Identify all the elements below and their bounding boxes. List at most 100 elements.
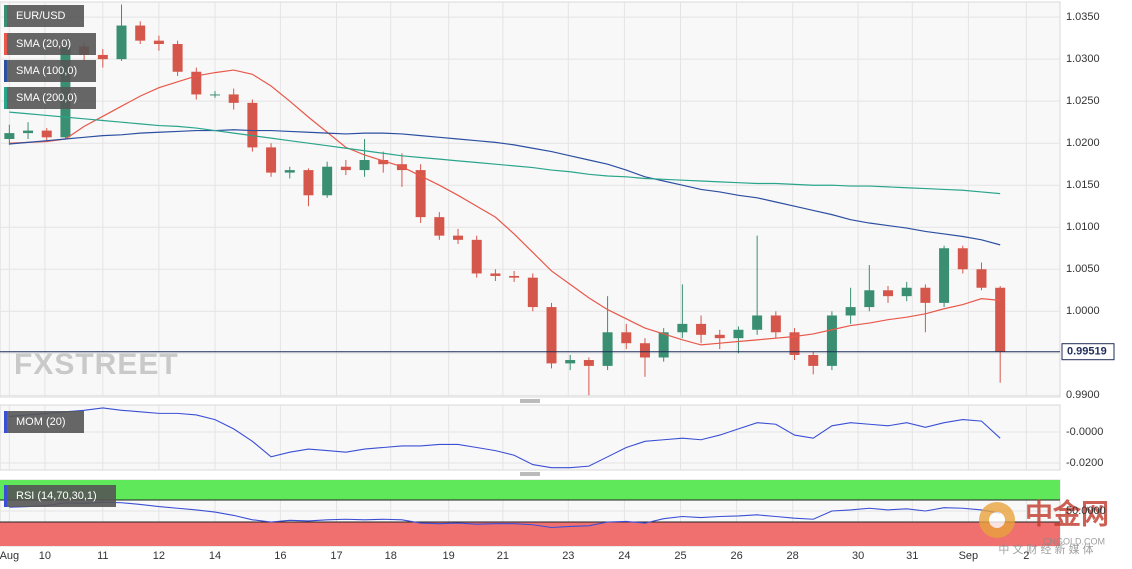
candle-body — [453, 235, 464, 240]
candle-body — [546, 307, 557, 364]
candle-body — [23, 130, 34, 134]
x-tick-label: 2 — [1023, 550, 1029, 562]
watermark: FXSTREET — [14, 348, 179, 381]
x-tick-label: Sep — [959, 550, 979, 562]
candle-body — [658, 332, 669, 358]
candle-body — [153, 40, 164, 45]
candle-body — [4, 133, 15, 139]
y-tick-label: 50.0000 — [1066, 505, 1106, 517]
legend-swatch — [4, 33, 7, 55]
legend-swatch — [4, 87, 7, 109]
y-tick-label: 1.0300 — [1066, 53, 1100, 65]
legend-label: SMA (100,0) — [16, 65, 77, 77]
candle-body — [266, 147, 277, 173]
candle-body — [995, 287, 1006, 352]
candle-body — [714, 334, 725, 339]
sma-line — [9, 69, 1001, 346]
y-tick-label: 1.0200 — [1066, 137, 1100, 149]
candle-body — [509, 275, 520, 278]
x-tick-label: 26 — [730, 550, 742, 562]
legend-label: SMA (200,0) — [16, 92, 77, 104]
candle-body — [639, 343, 650, 358]
panel-handle[interactable] — [520, 472, 540, 476]
legend-box — [4, 87, 96, 109]
candle-body — [808, 354, 819, 366]
cngold-logo: 中金网 CNGOLD.COM 中 文 财 经 新 媒 体 — [979, 497, 1109, 556]
logo-tagline: 中 文 财 经 新 媒 体 — [998, 542, 1093, 556]
x-tick-label: Aug — [0, 550, 19, 562]
candle-body — [284, 170, 295, 173]
legend-box — [4, 485, 116, 507]
x-tick-label: 12 — [153, 550, 165, 562]
x-tick-label: 10 — [39, 550, 51, 562]
candle-body — [770, 315, 781, 333]
candle-body — [845, 307, 856, 316]
plot-layer — [0, 2, 1060, 546]
candle-body — [957, 248, 968, 270]
candle-body — [135, 25, 146, 41]
candle-body — [864, 290, 875, 308]
candle-body — [789, 332, 800, 355]
legend-label: SMA (20,0) — [16, 38, 71, 50]
candle-body — [920, 287, 931, 303]
indicator-line — [9, 501, 1001, 529]
candle-body — [583, 360, 594, 366]
last-price-box — [1061, 343, 1115, 361]
logo-icon-inner — [989, 512, 1005, 528]
candle-body — [172, 44, 183, 72]
candle-body — [247, 102, 258, 148]
legend-label: MOM (20) — [16, 416, 66, 428]
x-tick-label: 30 — [852, 550, 864, 562]
legend-box — [4, 411, 84, 433]
y-tick-label: -0.0200 — [1066, 457, 1103, 469]
y-tick-label: 1.0250 — [1066, 95, 1100, 107]
legend-box — [4, 60, 96, 82]
legend-swatch — [4, 60, 7, 82]
oversold-band — [0, 522, 1060, 546]
candle-body — [527, 277, 538, 308]
last-price-label: 0.99519 — [1067, 346, 1107, 358]
legend-label: EUR/USD — [16, 10, 66, 22]
y-tick-label: 1.0050 — [1066, 263, 1100, 275]
x-tick-label: 17 — [330, 550, 342, 562]
candle-body — [378, 160, 389, 165]
x-tick-label: 28 — [787, 550, 799, 562]
candle-body — [733, 329, 744, 339]
legend: EUR/USD SMA (20,0) SMA (100,0) SMA (200,0)… — [4, 5, 116, 507]
candle-body — [602, 332, 613, 366]
candle-body — [621, 332, 632, 344]
candle-body — [359, 160, 370, 171]
x-tick-label: 11 — [97, 550, 108, 562]
x-tick-label: 14 — [209, 550, 221, 562]
y-tick-label: -0.0000 — [1066, 426, 1103, 438]
candle-body — [228, 94, 239, 103]
x-tick-label: 21 — [497, 550, 509, 562]
candle-body — [826, 315, 837, 366]
candle-body — [471, 239, 482, 274]
x-tick-label: 24 — [618, 550, 630, 562]
overbought-band — [0, 480, 1060, 500]
legend-box — [4, 33, 96, 55]
candle-body — [901, 287, 912, 297]
legend-box — [4, 5, 84, 27]
candle-body — [434, 217, 445, 236]
y-tick-label: 1.0350 — [1066, 11, 1100, 23]
x-tick-label: 23 — [562, 550, 574, 562]
candle-body — [883, 290, 894, 297]
legend-label: RSI (14,70,30,1) — [16, 490, 97, 502]
logo-name: 中金网 — [1025, 497, 1109, 529]
candle-body — [565, 360, 576, 364]
x-tick-label: 19 — [443, 550, 455, 562]
candle-body — [41, 130, 52, 138]
sma-line — [9, 111, 1001, 195]
legend-swatch — [4, 411, 7, 433]
candle-body — [116, 25, 127, 60]
x-tick-label: 16 — [274, 550, 286, 562]
panel-handle[interactable] — [520, 399, 540, 403]
candle-body — [939, 248, 950, 303]
candle-body — [191, 71, 202, 95]
sma-line — [9, 129, 1001, 246]
y-tick-label: 1.0150 — [1066, 179, 1100, 191]
candle-body — [415, 170, 426, 218]
